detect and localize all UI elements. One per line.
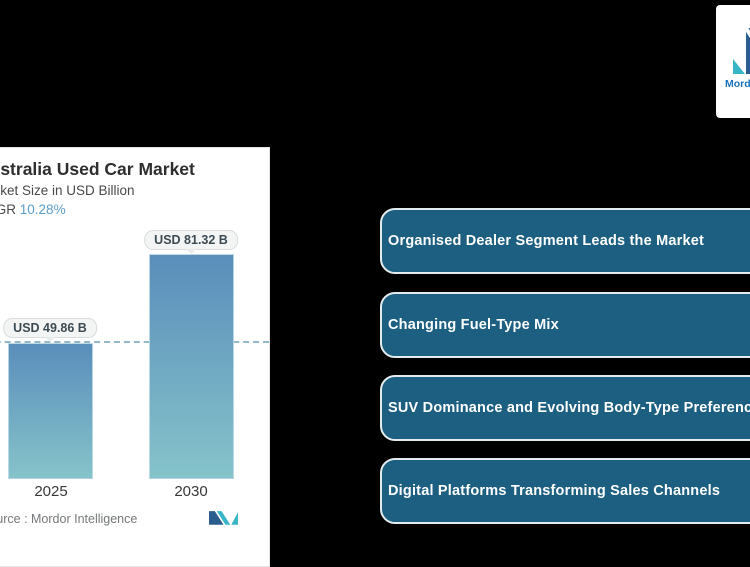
chart-header: Australia Used Car Market Market Size in… [0, 157, 195, 219]
mordor-logo-icon [733, 28, 750, 74]
brand-logo-area: Mordor Intelligence [716, 5, 750, 118]
mordor-logo-icon [209, 511, 239, 525]
cagr-value: 10.28% [19, 202, 66, 217]
brand-name: Mordor Intelligence [725, 78, 750, 90]
chart-subtitle: Market Size in USD Billion [0, 183, 135, 198]
insight-text: Organised Dealer Segment Leads the Marke… [388, 233, 705, 249]
chart-title: Australia Used Car Market [0, 159, 195, 179]
source-label: Source : Mordor Intelligence [0, 512, 138, 526]
insight-card-organised-dealer: Organised Dealer Segment Leads the Marke… [380, 208, 750, 274]
insight-text: SUV Dominance and Evolving Body-Type Pre… [388, 400, 750, 416]
reference-dashed-line [0, 341, 269, 343]
insight-text: Digital Platforms Transforming Sales Cha… [388, 483, 721, 499]
insight-card-suv-dominance: SUV Dominance and Evolving Body-Type Pre… [380, 375, 750, 441]
insight-text: Changing Fuel-Type Mix [388, 317, 559, 333]
bar-2025 [8, 343, 93, 479]
insight-card-fuel-type: Changing Fuel-Type Mix [380, 292, 750, 358]
insight-card-digital-platforms: Digital Platforms Transforming Sales Cha… [380, 458, 750, 524]
bar-2030 [149, 254, 234, 479]
value-callout-2030: USD 81.32 B [144, 230, 238, 250]
cagr-row: CAGR 10.28% [0, 200, 195, 219]
value-callout-2025: USD 49.86 B [3, 318, 97, 338]
market-chart-panel: Australia Used Car Market Market Size in… [0, 147, 270, 567]
cagr-label: CAGR [0, 202, 17, 217]
x-axis-label-2025: 2025 [34, 483, 68, 500]
x-axis-label-2030: 2030 [174, 483, 208, 500]
